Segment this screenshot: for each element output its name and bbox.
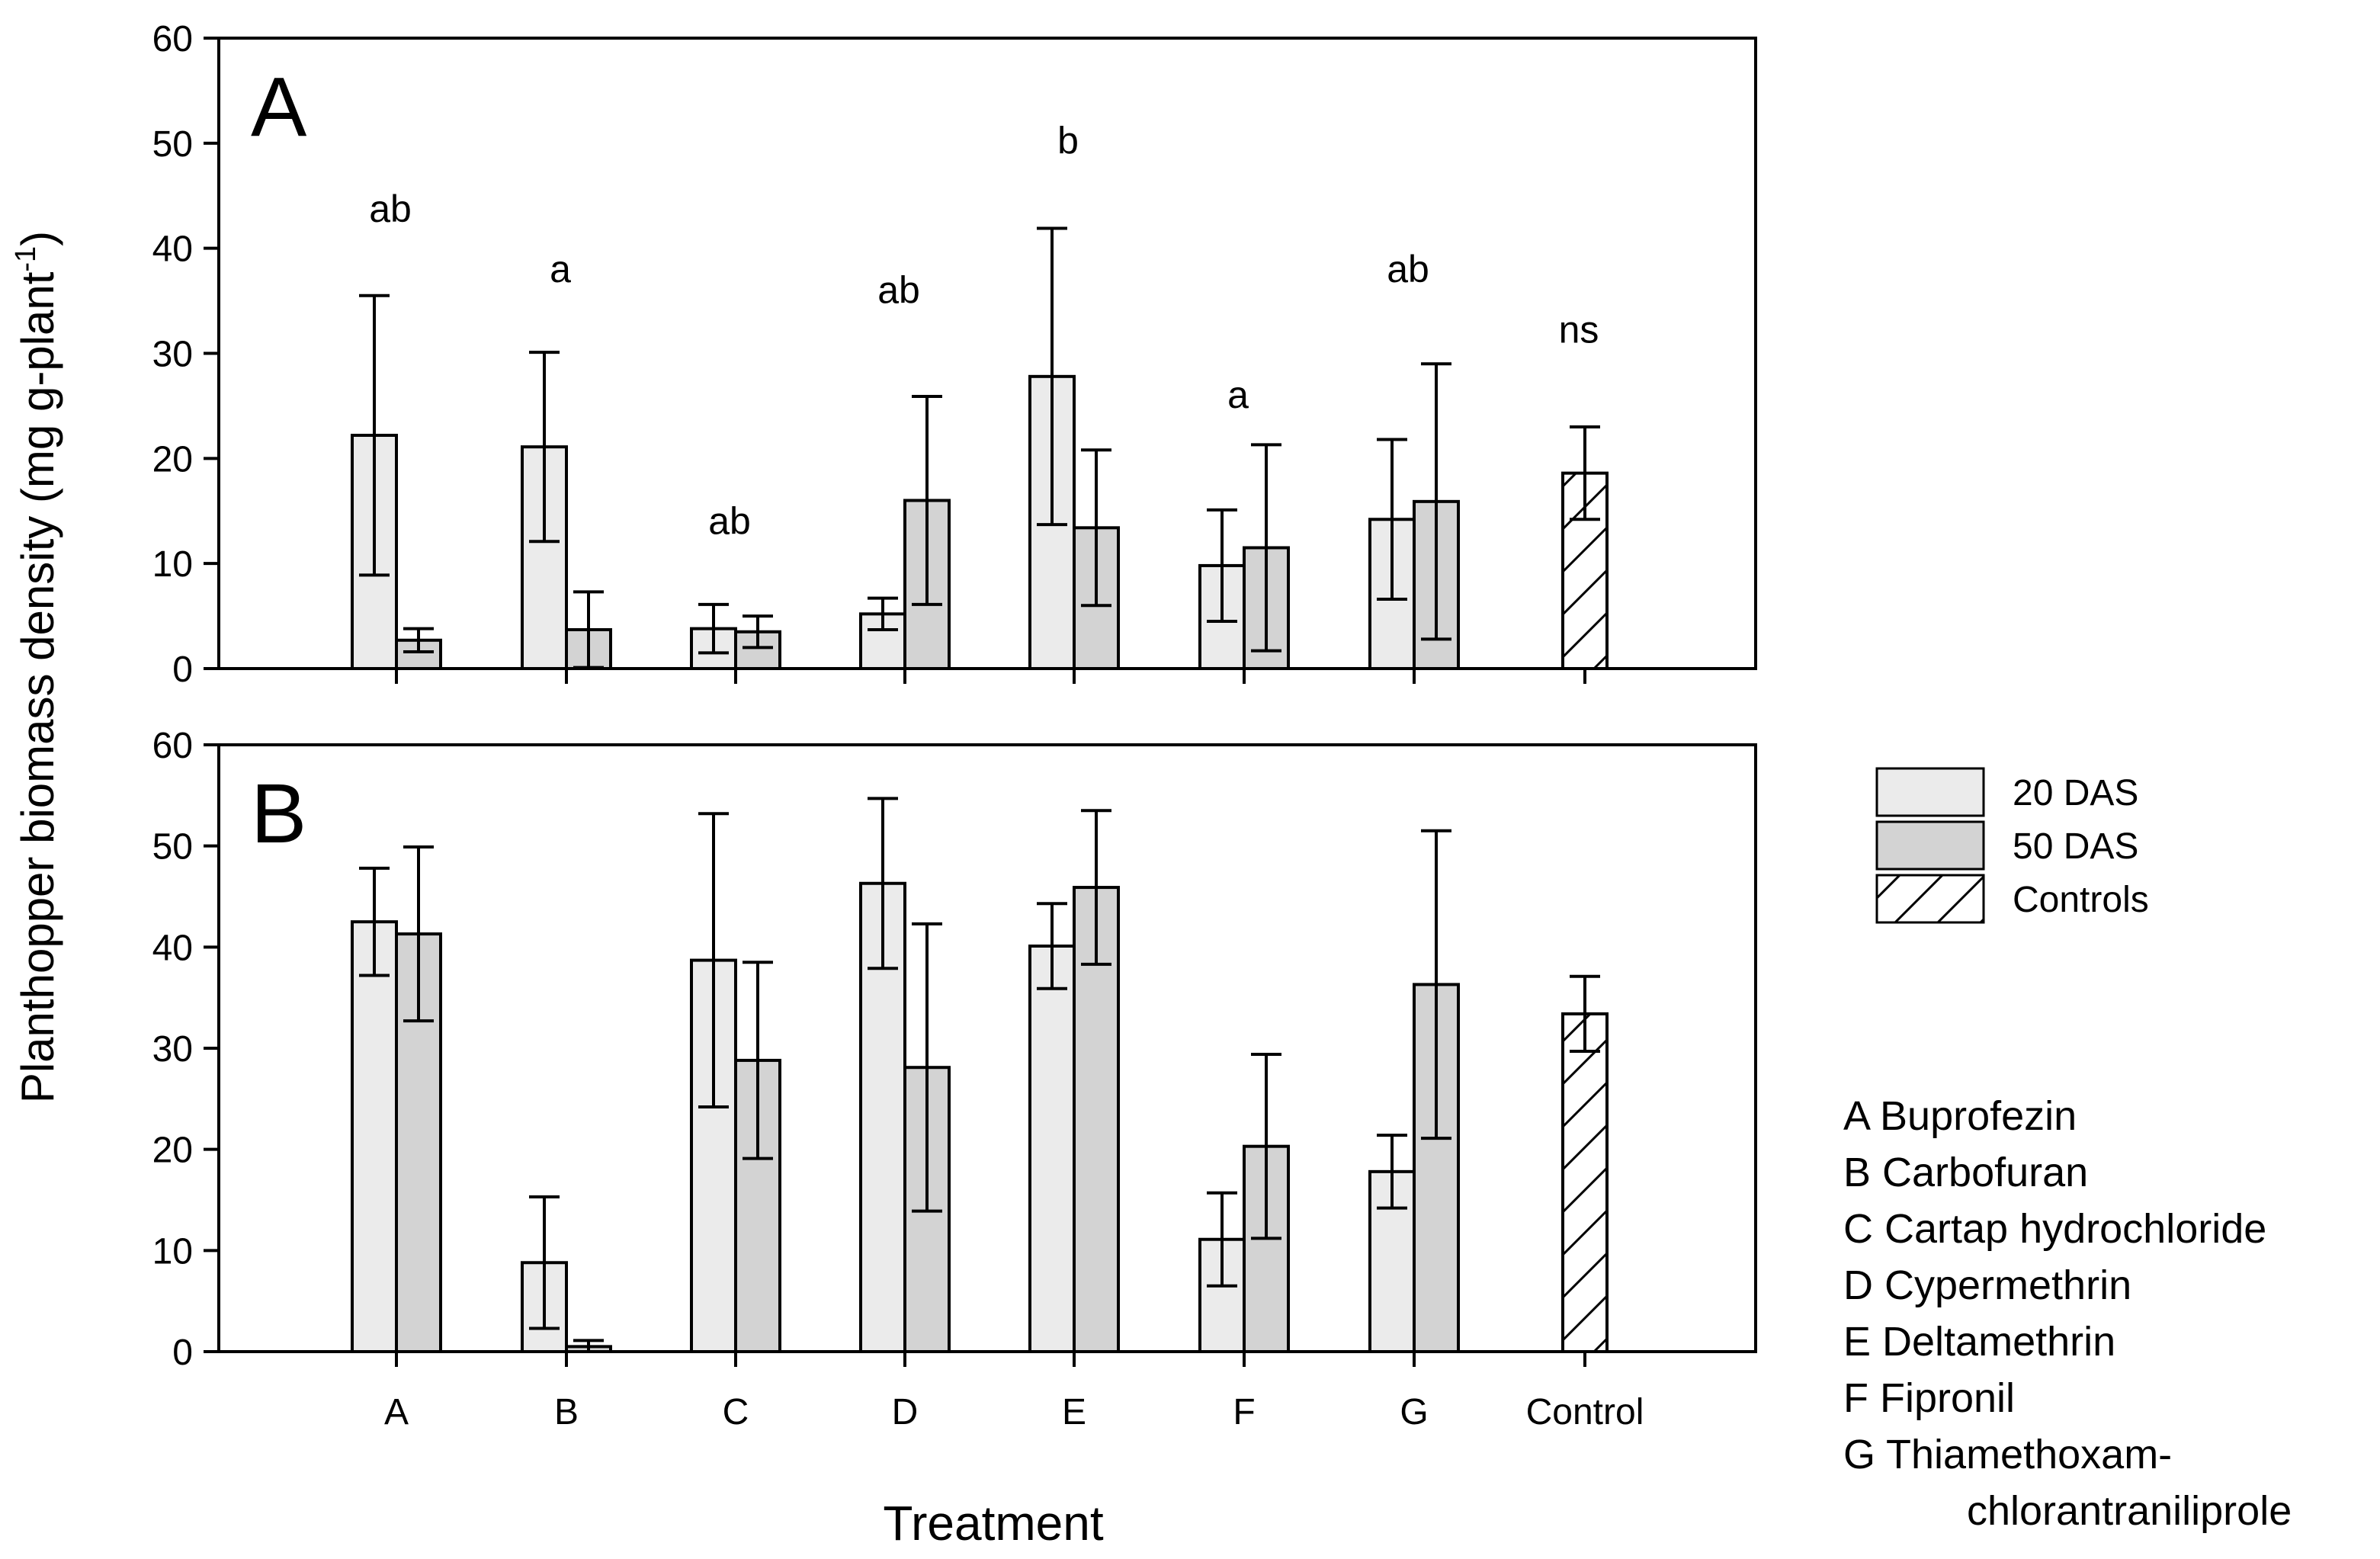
y-tick-label: 0 <box>172 1333 193 1373</box>
bar <box>1561 1012 1609 1353</box>
treatment-key-item: G Thiamethoxam- <box>1843 1432 2172 1477</box>
plot-frame <box>217 743 1757 1353</box>
x-tick-label: G <box>1400 1392 1428 1432</box>
treatment-key-item: chlorantraniliprole <box>1967 1488 2292 1534</box>
significance-label: b <box>1057 120 1079 162</box>
y-tick-label: 60 <box>152 19 193 59</box>
x-tick-label: A <box>384 1392 409 1432</box>
y-tick-label: 40 <box>152 229 193 270</box>
legend-label: 50 DAS <box>2013 826 2138 867</box>
y-axis-title-sup: -1 <box>10 246 42 272</box>
treatment-key-item: A Buprofezin <box>1843 1093 2077 1139</box>
legend: 20 DAS 50 DAS Controls <box>1875 767 2149 924</box>
x-tick-label: F <box>1233 1392 1255 1432</box>
y-tick-label: 0 <box>172 650 193 690</box>
significance-label: ab <box>1387 248 1429 290</box>
treatment-key: A Buprofezin B Carbofuran C Cartap hydroch… <box>1843 1093 2292 1534</box>
significance-label: ab <box>708 500 751 543</box>
significance-label: ab <box>369 188 412 230</box>
x-tick-label: B <box>554 1392 579 1432</box>
treatment-key-item: E Deltamethrin <box>1843 1319 2115 1365</box>
significance-label: ns <box>1559 309 1599 351</box>
x-tick-label: E <box>1062 1392 1086 1432</box>
plot-frame <box>217 37 1757 670</box>
y-tick-label: 40 <box>152 928 193 968</box>
y-tick-label: 50 <box>152 124 193 165</box>
treatment-key-item: B Carbofuran <box>1843 1150 2088 1195</box>
y-tick-label: 10 <box>152 544 193 585</box>
x-tick-label: D <box>892 1392 919 1432</box>
legend-swatch <box>1875 874 1985 924</box>
y-axis-title-close: ) <box>12 231 63 246</box>
y-tick-label: 30 <box>152 1029 193 1070</box>
panel-b: 0 10 20 30 40 50 60 B A B C D E F G Control <box>152 726 1757 1432</box>
y-axis-title: Planthopper biomass density (mg g-plant-… <box>10 231 63 1103</box>
y-tick-label: 20 <box>152 439 193 480</box>
treatment-key-item: C Cartap hydrochloride <box>1843 1206 2266 1252</box>
y-axis-title-main: Planthopper biomass density (mg g-plant <box>12 271 63 1103</box>
y-tick-label: 50 <box>152 827 193 868</box>
legend-label: 20 DAS <box>2013 773 2138 813</box>
y-tick-label: 10 <box>152 1231 193 1272</box>
significance-label: a <box>1227 374 1249 416</box>
x-axis-title: Treatment <box>883 1496 1104 1551</box>
y-tick-label: 30 <box>152 335 193 375</box>
bar <box>1028 945 1076 1354</box>
legend-label: Controls <box>2013 880 2149 920</box>
treatment-key-item: D Cypermethrin <box>1843 1262 2131 1308</box>
panel-label: B <box>251 767 306 861</box>
x-tick-label: C <box>723 1392 749 1432</box>
panel-label: A <box>251 60 307 154</box>
legend-swatch <box>1875 767 1985 817</box>
treatment-key-item: F Fipronil <box>1843 1375 2015 1421</box>
bar <box>351 920 398 1353</box>
y-tick-label: 20 <box>152 1131 193 1171</box>
significance-label: a <box>550 248 571 290</box>
x-tick-label: Control <box>1526 1392 1644 1432</box>
panel-a: 0 10 20 30 40 50 60 Aab a ab ab b a ab ns <box>152 19 1757 690</box>
significance-label: ab <box>877 268 920 311</box>
legend-swatch <box>1875 820 1985 871</box>
y-tick-label: 60 <box>152 726 193 766</box>
